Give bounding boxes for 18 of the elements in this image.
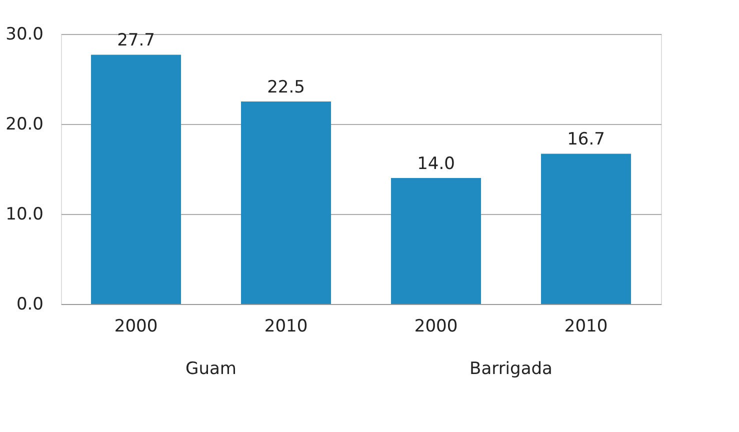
bar <box>91 54 181 304</box>
bar <box>241 102 331 304</box>
text: Barrigada <box>470 359 552 379</box>
data-label: 27.7 <box>117 30 155 51</box>
bar <box>391 178 481 304</box>
data-label: 14.0 <box>417 154 455 174</box>
x-tick-label: 2000 <box>414 316 458 336</box>
x-tick-label: 2010 <box>264 316 308 336</box>
data-label: 16.7 <box>567 130 605 150</box>
data-label: 22.5 <box>267 78 305 98</box>
text: Guam <box>186 359 236 379</box>
y-tick-label: 0.0 <box>16 294 44 314</box>
y-tick-label: 20.0 <box>6 114 44 134</box>
y-tick-label: 30.0 <box>6 24 44 44</box>
x-tick-label: 2010 <box>564 316 608 336</box>
bar <box>541 154 631 304</box>
x-tick-label: 2000 <box>114 316 158 336</box>
y-tick-label: 10.0 <box>6 204 44 224</box>
